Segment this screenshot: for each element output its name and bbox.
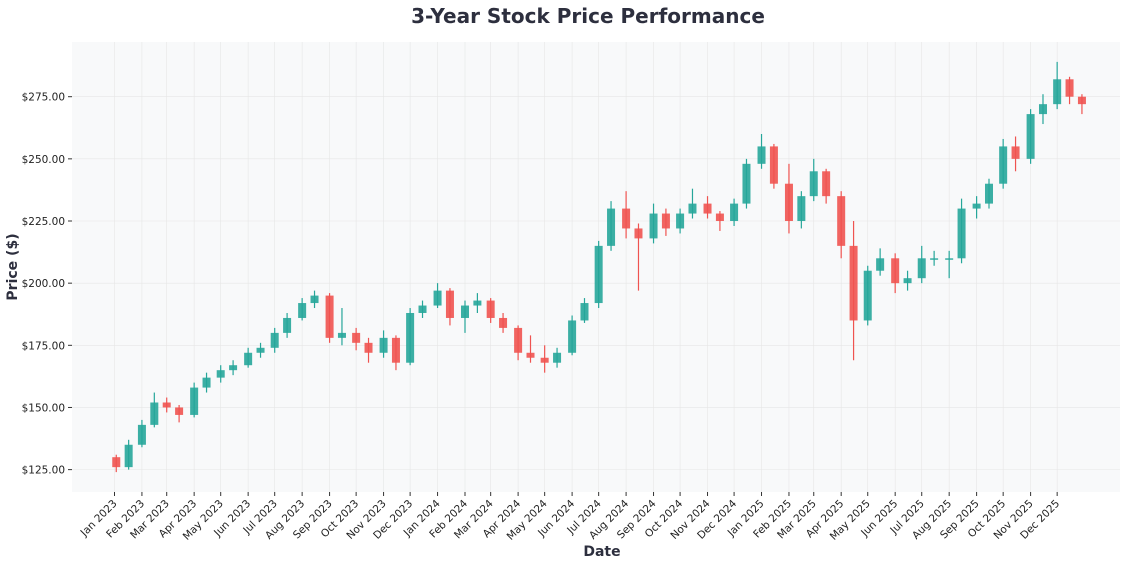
candle-body xyxy=(364,342,373,353)
candle-body xyxy=(202,377,211,388)
y-tick-label: $225.00 xyxy=(22,216,65,228)
candle-body xyxy=(137,424,146,445)
candle-body xyxy=(863,270,872,321)
candle-body xyxy=(445,290,454,318)
candle-body xyxy=(526,352,535,358)
candle-body xyxy=(244,352,253,366)
candle-body xyxy=(553,352,562,363)
y-tick-label: $125.00 xyxy=(22,465,65,477)
candle-body xyxy=(433,290,442,306)
candle-body xyxy=(1077,96,1086,105)
candle-body xyxy=(688,203,697,214)
candle-body xyxy=(283,317,292,333)
candle-body xyxy=(661,213,670,229)
candle-body xyxy=(849,245,858,321)
candle-body xyxy=(634,228,643,239)
candle-body xyxy=(499,317,508,328)
candle-body xyxy=(945,258,954,260)
candle-body xyxy=(957,208,966,259)
candle-body xyxy=(985,183,993,204)
candle-body xyxy=(1065,79,1074,97)
candle-body xyxy=(229,365,238,371)
candle-body xyxy=(730,203,739,222)
candle-body xyxy=(175,407,184,415)
candle-body xyxy=(1038,104,1047,115)
candle-body xyxy=(757,146,766,164)
candle-body xyxy=(676,213,685,229)
candle-body xyxy=(917,258,926,279)
candle-body xyxy=(822,171,831,197)
candle-body xyxy=(406,312,415,363)
candle-body xyxy=(930,258,939,260)
candle-body xyxy=(715,213,724,222)
candle-body xyxy=(809,171,818,197)
candle-body xyxy=(837,196,846,246)
candle-body xyxy=(514,327,523,353)
candle-body xyxy=(876,258,885,271)
candles xyxy=(112,61,1086,473)
candle-body xyxy=(216,370,225,378)
candle-body xyxy=(162,402,171,408)
candle-body xyxy=(769,146,778,184)
candle-body xyxy=(150,402,159,425)
candle-body xyxy=(486,300,495,318)
y-tick-label: $200.00 xyxy=(22,278,65,290)
y-axis-label: Price ($) xyxy=(5,233,21,300)
y-tick-label: $275.00 xyxy=(22,92,65,104)
candle-body xyxy=(999,146,1008,184)
candle-body xyxy=(607,208,616,246)
candle-body xyxy=(473,300,482,306)
candle-body xyxy=(337,332,346,338)
y-tick-label: $250.00 xyxy=(22,154,65,166)
candle-body xyxy=(797,196,806,222)
candle-body xyxy=(124,444,133,468)
candle-body xyxy=(784,183,793,222)
candle-body xyxy=(418,305,427,313)
candle-body xyxy=(703,203,712,214)
candle-body xyxy=(1026,114,1035,159)
y-tick-label: $150.00 xyxy=(22,402,65,414)
candle-body xyxy=(461,305,469,318)
x-axis-label: Date xyxy=(583,544,620,560)
chart-title: 3-Year Stock Price Performance xyxy=(411,4,765,28)
candle-body xyxy=(1053,79,1062,105)
candle-body xyxy=(1011,146,1020,159)
candle-body xyxy=(325,295,334,338)
candle-body xyxy=(256,347,265,353)
candle-body xyxy=(379,337,388,353)
y-axis: $125.00 $150.00 $175.00 $200.00 $225.00 $250.… xyxy=(22,92,72,477)
candle-body xyxy=(903,278,912,284)
candle-body xyxy=(622,208,631,229)
y-tick-label: $175.00 xyxy=(22,340,65,352)
candle-body xyxy=(568,320,577,353)
candle-body xyxy=(391,337,400,363)
candle-body xyxy=(972,203,981,209)
candle-body xyxy=(742,163,751,204)
candle-body xyxy=(112,457,121,468)
candle-body xyxy=(580,303,589,321)
candle-body xyxy=(540,357,549,363)
candle-body xyxy=(891,258,900,284)
candle-body xyxy=(594,245,603,304)
candle-body xyxy=(298,303,307,318)
candle-body xyxy=(352,332,361,343)
candle-body xyxy=(270,332,279,348)
candle-body xyxy=(649,213,658,239)
candle-body xyxy=(190,387,199,415)
candle-body xyxy=(310,295,319,304)
